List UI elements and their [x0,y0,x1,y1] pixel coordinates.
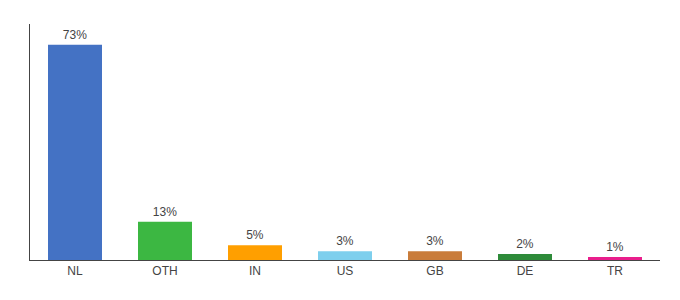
svg-text:3%: 3% [336,234,354,248]
svg-text:73%: 73% [63,28,87,42]
svg-text:US: US [337,264,354,278]
svg-text:2%: 2% [516,237,534,251]
svg-text:IN: IN [249,264,261,278]
svg-text:13%: 13% [153,205,177,219]
svg-text:5%: 5% [246,228,264,242]
svg-text:TR: TR [607,264,623,278]
svg-text:DE: DE [517,264,534,278]
svg-text:1%: 1% [606,240,624,254]
svg-text:OTH: OTH [152,264,177,278]
svg-text:GB: GB [426,264,443,278]
svg-text:NL: NL [67,264,83,278]
svg-text:3%: 3% [426,234,444,248]
